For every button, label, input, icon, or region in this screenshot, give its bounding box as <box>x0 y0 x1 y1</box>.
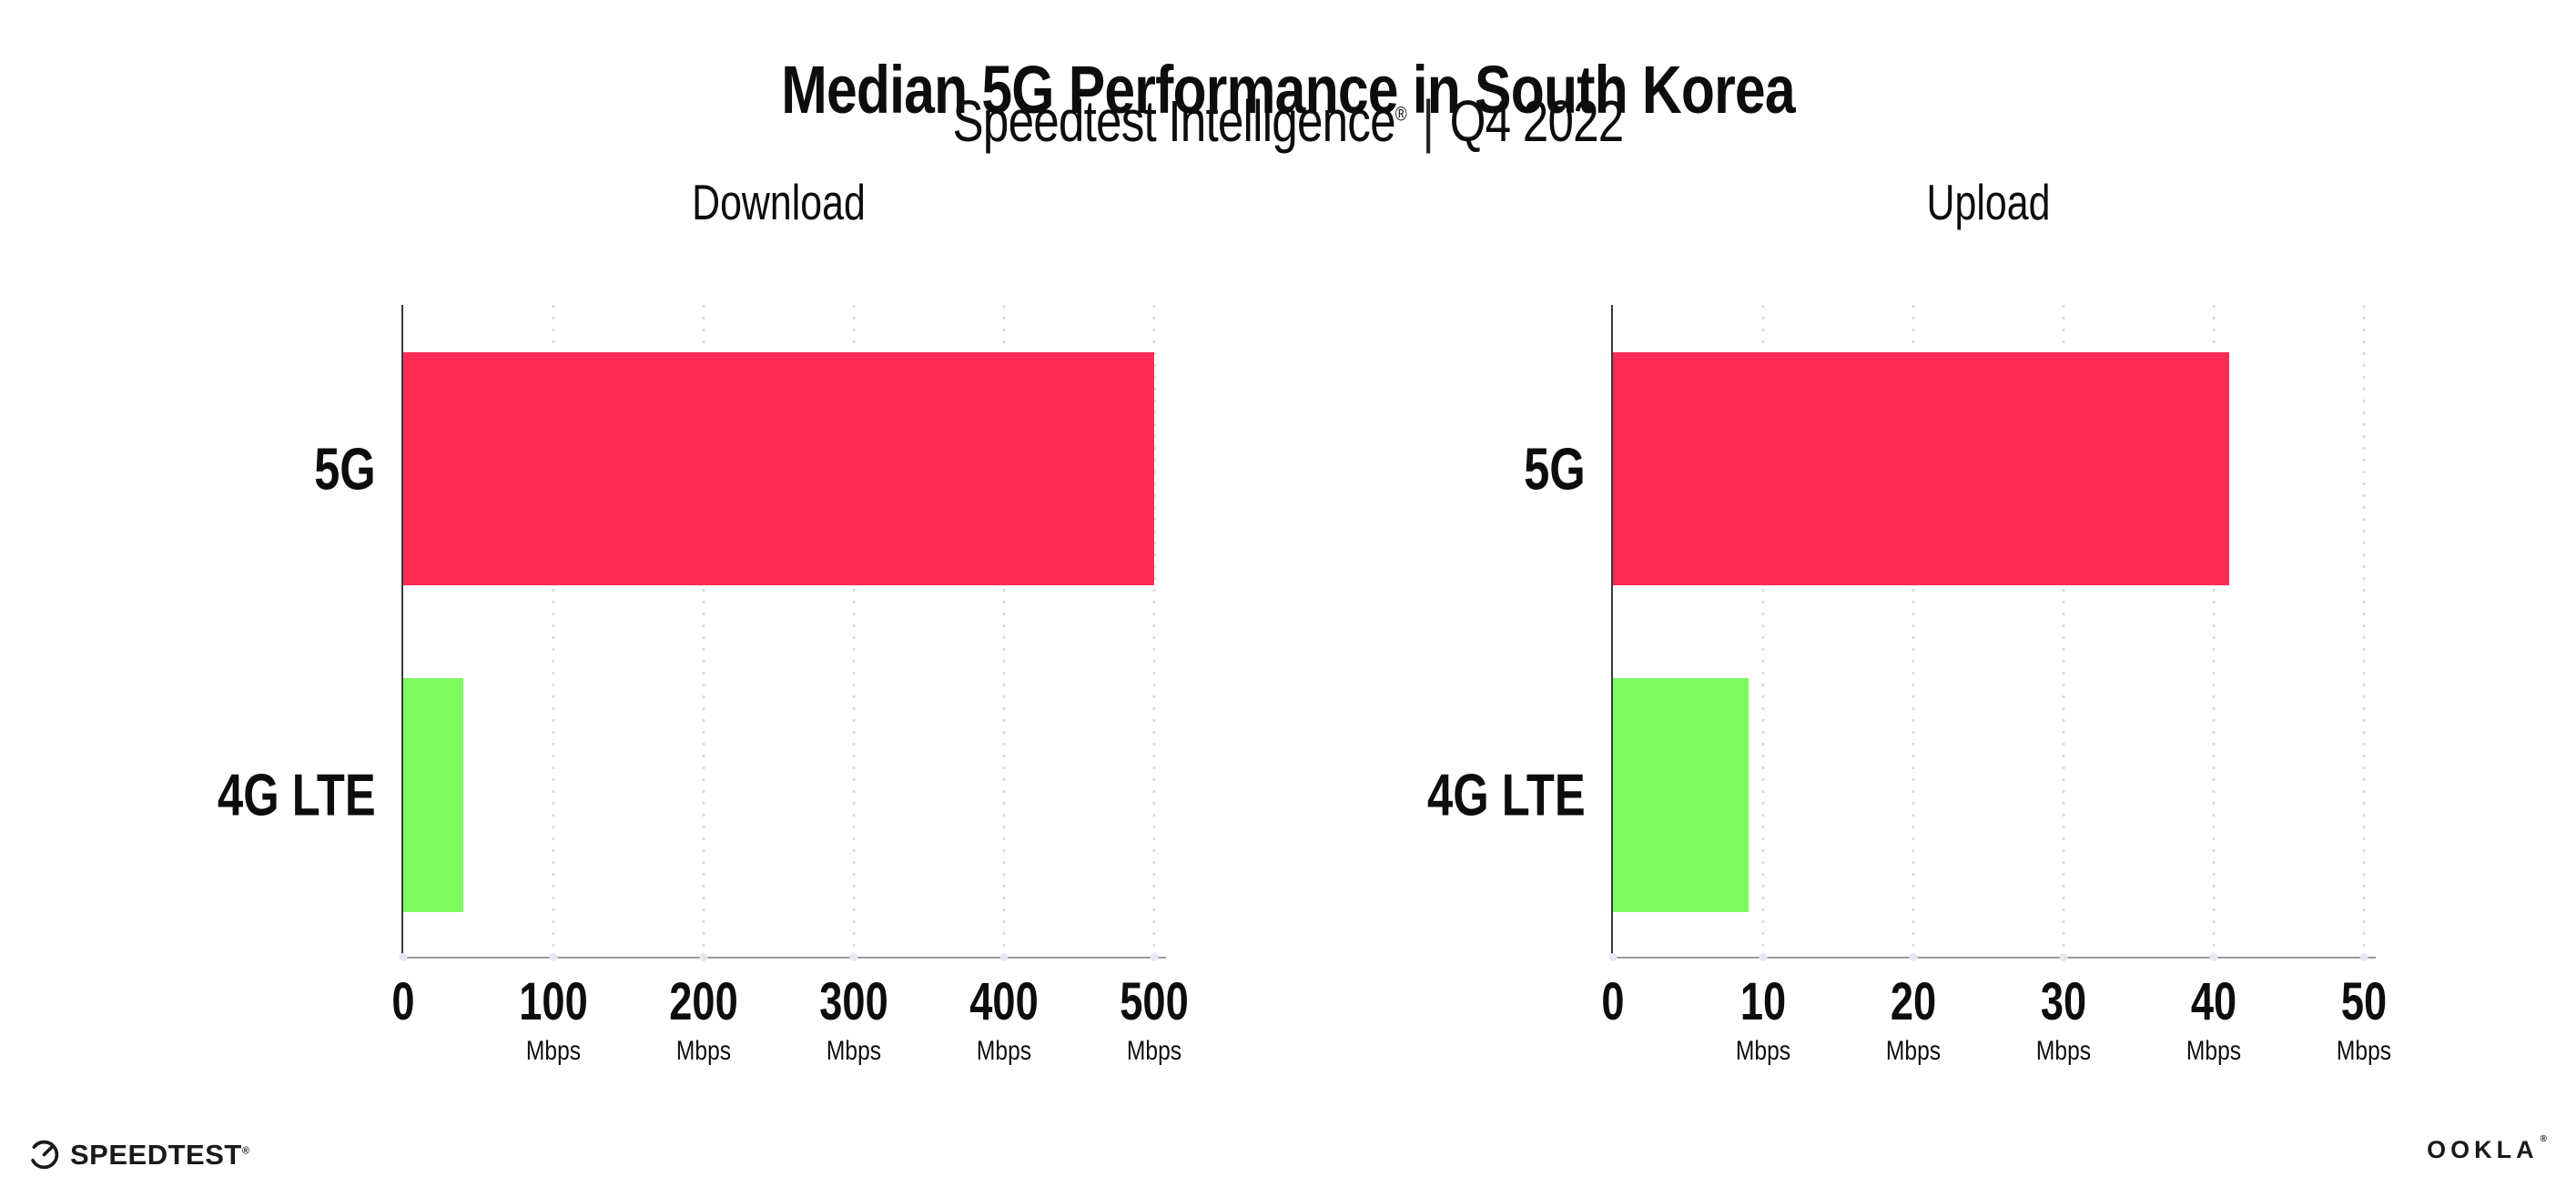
gridline <box>2362 305 2366 957</box>
bar-5g <box>1613 352 2229 585</box>
x-axis-tick: 30 Mbps <box>2030 972 2096 1066</box>
registered-mark: ® <box>2540 1134 2547 1144</box>
axis-tick-dot <box>1909 953 1918 961</box>
tick-unit-label: Mbps <box>525 1035 582 1066</box>
page-title: Median 5G Performance in South Korea <box>781 51 1795 127</box>
gridline <box>702 305 705 957</box>
tick-unit-label: Mbps <box>1735 1035 1791 1066</box>
gridline <box>2212 305 2216 957</box>
x-axis-tick: 10 Mbps <box>1729 972 1796 1066</box>
category-label: 5G <box>1524 435 1586 502</box>
plot-area: 0 10 Mbps 20 Mbps 30 Mbps 40 Mbps 50 Mbps 5G 4G LTE <box>1427 305 2391 1066</box>
axis-tick-dot <box>699 953 708 961</box>
tick-unit-label: Mbps <box>976 1035 1032 1066</box>
tick-label: 20 <box>1890 972 1937 1031</box>
axis-tick-dot <box>1608 953 1618 961</box>
chart-title: Upload <box>1926 174 2051 230</box>
chart-title: Download <box>692 174 866 230</box>
x-axis-tick: 100 Mbps <box>510 972 598 1066</box>
gridline <box>1912 305 1915 957</box>
tick-label: 40 <box>2190 972 2237 1031</box>
speedtest-logo: SPEEDTEST® <box>27 1138 249 1172</box>
subtitle-separator: | <box>1422 88 1435 154</box>
x-axis-line <box>1611 957 2376 959</box>
ookla-logo: OOKLA ® <box>2427 1134 2547 1164</box>
category-label: 4G LTE <box>1427 761 1586 828</box>
tick-unit-label: Mbps <box>1885 1035 1942 1066</box>
tick-label: 100 <box>519 972 588 1031</box>
tick-unit-label: Mbps <box>826 1035 882 1066</box>
tick-unit-label: Mbps <box>2186 1035 2242 1066</box>
bar-4g-lte <box>1613 678 1749 912</box>
subtitle-product: Speedtest Intelligence <box>952 88 1396 154</box>
axis-tick-dot <box>2359 953 2368 961</box>
gridline <box>1152 305 1156 957</box>
tick-label: 50 <box>2340 972 2388 1031</box>
tick-label: 500 <box>1120 972 1189 1031</box>
tick-unit-label: Mbps <box>2035 1035 2092 1066</box>
tick-label: 30 <box>2040 972 2087 1031</box>
x-axis-tick: 0 <box>1598 972 1628 1031</box>
gridline <box>1002 305 1006 957</box>
gridline <box>552 305 555 957</box>
x-axis-line <box>401 957 1166 959</box>
axis-tick-dot <box>2209 953 2218 961</box>
plot-area: 0 100 Mbps 200 Mbps 300 Mbps 400 Mbps 500 Mbps 5G 4G… <box>218 305 1189 1066</box>
axis-tick-dot <box>1759 953 1768 961</box>
y-axis-line <box>401 305 403 960</box>
tick-label: 10 <box>1739 972 1787 1031</box>
axis-tick-dot <box>999 953 1009 961</box>
speedtest-wordmark: SPEEDTEST® <box>70 1138 250 1171</box>
ookla-wordmark: OOKLA <box>2427 1136 2539 1163</box>
speedtest-gauge-icon <box>29 1140 59 1170</box>
category-label: 5G <box>314 435 376 502</box>
tick-label: 0 <box>391 972 415 1031</box>
tick-label: 0 <box>1601 972 1625 1031</box>
registered-mark: ® <box>1394 102 1407 126</box>
x-axis-tick: 20 Mbps <box>1880 972 1946 1066</box>
x-axis-tick: 400 Mbps <box>960 972 1049 1066</box>
axis-tick-dot <box>549 953 558 961</box>
tick-unit-label: Mbps <box>2336 1035 2392 1066</box>
x-axis-tick: 300 Mbps <box>810 972 898 1066</box>
category-label: 4G LTE <box>218 761 376 828</box>
subtitle-period: Q4 2022 <box>1449 88 1625 154</box>
x-axis-tick: 500 Mbps <box>1111 972 1199 1066</box>
gridline <box>2062 305 2065 957</box>
bar-4g-lte <box>403 678 463 912</box>
tick-label: 200 <box>669 972 738 1031</box>
x-axis-tick: 200 Mbps <box>660 972 748 1066</box>
x-axis-tick: 40 Mbps <box>2180 972 2246 1066</box>
tick-unit-label: Mbps <box>675 1035 732 1066</box>
registered-mark: ® <box>241 1145 250 1157</box>
axis-tick-dot <box>849 953 858 961</box>
y-axis-line <box>1611 305 1613 960</box>
axis-tick-dot <box>1150 953 1159 961</box>
x-axis-tick: 0 <box>389 972 418 1031</box>
tick-label: 300 <box>819 972 888 1031</box>
tick-unit-label: Mbps <box>1126 1035 1182 1066</box>
tick-label: 400 <box>969 972 1039 1031</box>
x-axis-tick: 50 Mbps <box>2330 972 2397 1066</box>
gridline <box>1761 305 1765 957</box>
page-subtitle: Speedtest Intelligence® | Q4 2022 <box>258 87 2318 155</box>
gridline <box>852 305 856 957</box>
bar-5g <box>403 352 1154 585</box>
axis-tick-dot <box>2059 953 2068 961</box>
axis-tick-dot <box>399 953 408 961</box>
